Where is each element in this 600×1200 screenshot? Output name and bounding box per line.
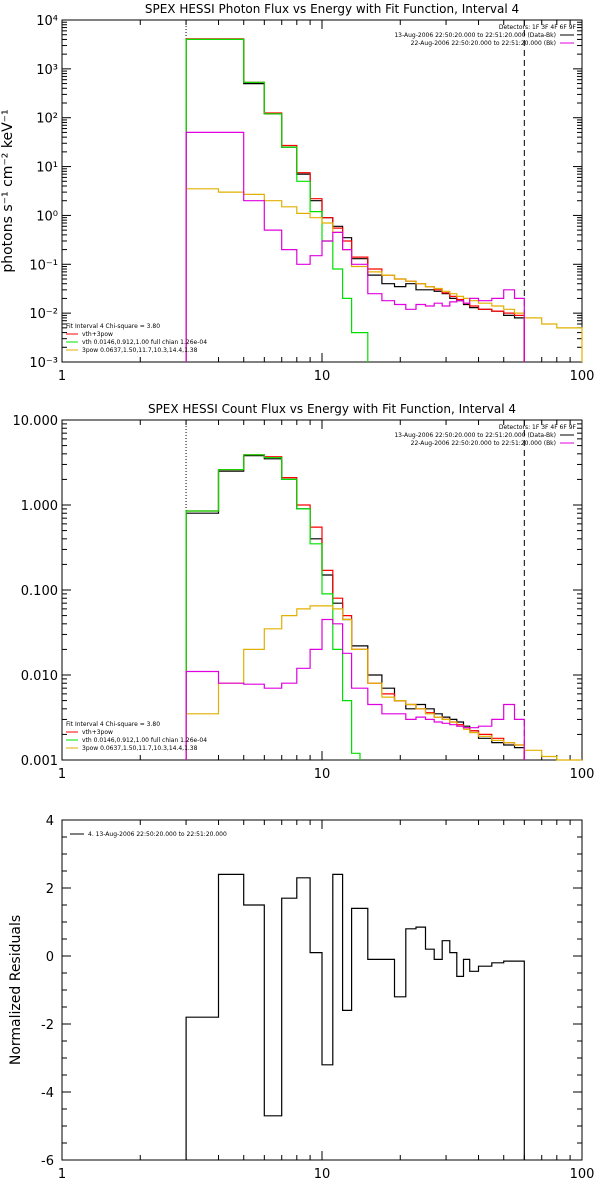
photon-flux-series-1 (185, 38, 525, 362)
residuals-series (185, 873, 525, 1160)
residuals-x-tick-label: 1 (58, 1167, 66, 1182)
photon-flux-fit-label: vth 0.0146,0.912,1.00 full chian 1.26e-0… (82, 339, 207, 346)
count-flux-y-tick-label: 10.000 (13, 414, 59, 429)
count-flux-series-1 (185, 454, 525, 760)
residuals-y-tick-label: -6 (41, 1154, 54, 1169)
photon-flux-x-tick-label: 1 (58, 369, 66, 384)
photon-flux-title: SPEX HESSI Photon Flux vs Energy with Fi… (145, 2, 519, 16)
photon-flux-series-2 (185, 38, 369, 362)
count-flux-detectors-label: Detectors: 1F 3F 4F 6F 9F (499, 424, 577, 431)
photon-flux-series-4 (185, 131, 525, 362)
count-flux-legend-top-label: 13-Aug-2006 22:50:20.000 to 22:51:20.000… (394, 432, 556, 439)
photon-flux-y-tick-label: 10⁰ (36, 209, 58, 224)
residuals-panel: Normalized Residuals 1 10 100 -6 -4 -2 0 2 4 4. … (8, 814, 594, 1182)
residuals-legend-label: 4. 13-Aug-2006 22:50:20.000 to 22:51:20.… (88, 831, 227, 838)
residuals-x-tick-label: 10 (314, 1167, 331, 1182)
count-flux-series-4 (185, 618, 525, 760)
count-flux-fit-label: vth+3pow (82, 729, 113, 736)
count-flux-series-0 (185, 455, 525, 760)
count-flux-y-tick-label: 1.000 (21, 499, 58, 514)
photon-flux-fit-header: Fit Interval 4 Chi-square = 3.80 (66, 323, 160, 330)
residuals-y-tick-label: -4 (41, 1086, 54, 1101)
count-flux-series (185, 454, 582, 761)
photon-flux-y-tick-label: 10³ (36, 63, 58, 78)
photon-flux-y-tick-label: 10⁴ (36, 14, 58, 29)
count-flux-fit-label: 3pow 0.0637,1.50,11.7,10.3,14.4,1.38 (82, 745, 198, 752)
count-flux-fit-header: Fit Interval 4 Chi-square = 3.80 (66, 721, 160, 728)
count-flux-y-tick-label: 0.010 (21, 669, 58, 684)
photon-flux-x-tick-label: 100 (570, 369, 595, 384)
residuals-x-tick-label: 100 (570, 1167, 595, 1182)
photon-flux-ylabel: photons s⁻¹ cm⁻² keV⁻¹ (0, 109, 16, 272)
count-flux-x-tick-label: 10 (314, 767, 331, 782)
residuals-y-tick-label: 2 (46, 882, 54, 897)
count-flux-ticks: 1 10 100 0.001 0.010 0.100 1.000 10.000 (13, 414, 595, 782)
photon-flux-ticks: 1 10 100 10⁻³ 10⁻² 10⁻¹ 10⁰ 10¹ 10² 10³ 10⁴ (29, 14, 594, 384)
residuals-y-tick-label: 4 (46, 814, 54, 829)
residuals-legend: 4. 13-Aug-2006 22:50:20.000 to 22:51:20.… (70, 831, 227, 838)
count-flux-y-tick-label: 0.001 (21, 754, 58, 769)
residuals-ticks: 1 10 100 -6 -4 -2 0 2 4 (41, 814, 594, 1182)
photon-flux-y-tick-label: 10⁻³ (29, 356, 58, 371)
count-flux-legend-top-label: 22-Aug-2006 22:50:20.000 to 22:51:20.000… (411, 440, 556, 447)
photon-flux-series (185, 38, 583, 362)
photon-flux-legend-top-label: 13-Aug-2006 22:50:20.000 to 22:51:20.000… (394, 32, 556, 39)
count-flux-series-3 (185, 605, 582, 761)
photon-flux-x-tick-label: 10 (314, 369, 331, 384)
photon-flux-series-3 (185, 188, 583, 362)
residuals-ylabel: Normalized Residuals (8, 915, 24, 1065)
photon-flux-series-0 (185, 38, 525, 362)
count-flux-y-tick-label: 0.100 (21, 584, 58, 599)
count-flux-fit-label: vth 0.0146,0.912,1.00 full chian 1.26e-0… (82, 737, 207, 744)
photon-flux-legend-top-label: 22-Aug-2006 22:50:20.000 to 22:51:20.000… (411, 40, 556, 47)
count-flux-series-2 (185, 454, 361, 760)
photon-flux-fit-label: 3pow 0.0637,1.50,11.7,10.3,14.4,1.38 (82, 347, 198, 354)
residuals-y-tick-label: -2 (41, 1018, 54, 1033)
count-flux-panel: SPEX HESSI Count Flux vs Energy with Fit… (13, 402, 595, 782)
photon-flux-y-tick-label: 10⁻¹ (29, 258, 58, 273)
count-flux-x-tick-label: 1 (58, 767, 66, 782)
photon-flux-panel: SPEX HESSI Photon Flux vs Energy with Fi… (0, 2, 594, 384)
photon-flux-fit-label: vth+3pow (82, 331, 113, 338)
residuals-series-0 (185, 873, 525, 1160)
photon-flux-detectors-label: Detectors: 1F 3F 4F 6F 9F (499, 24, 577, 31)
photon-flux-y-tick-label: 10⁻² (29, 307, 58, 322)
photon-flux-y-tick-label: 10² (36, 112, 58, 127)
residuals-y-tick-label: 0 (46, 950, 54, 965)
photon-flux-y-tick-label: 10¹ (36, 161, 58, 176)
count-flux-x-tick-label: 100 (570, 767, 595, 782)
count-flux-title: SPEX HESSI Count Flux vs Energy with Fit… (148, 402, 516, 416)
